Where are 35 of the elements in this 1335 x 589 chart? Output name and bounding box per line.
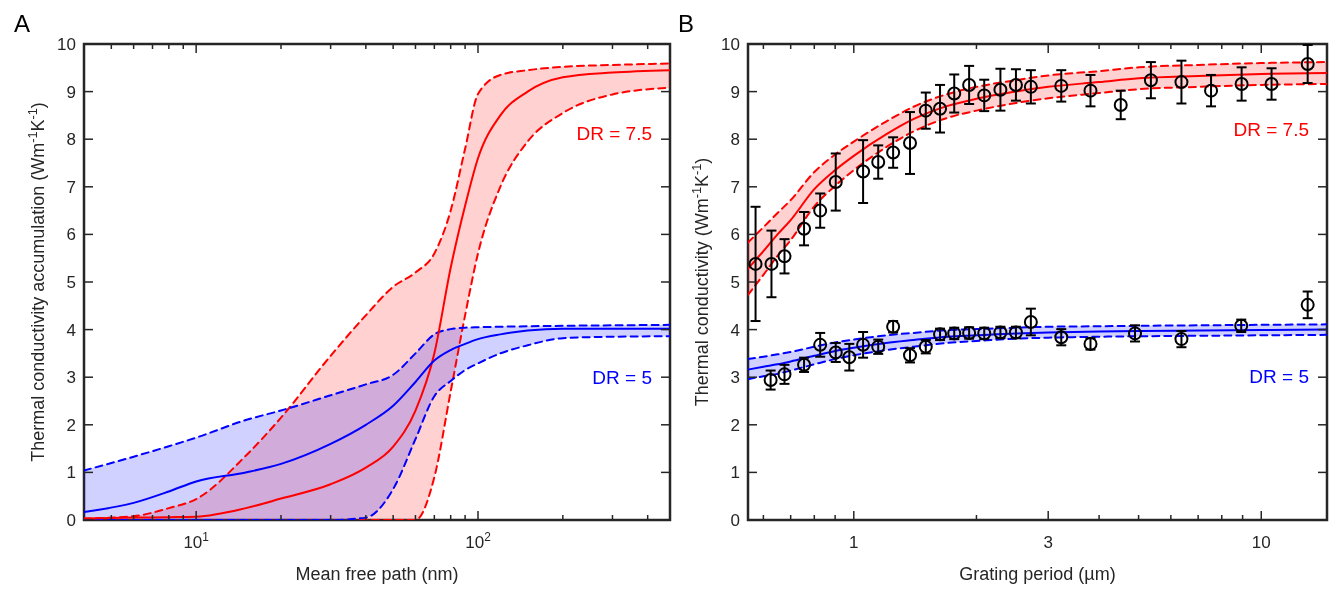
y-tick-label: 6 <box>66 225 76 245</box>
x-tick-label: 3 <box>1043 533 1053 552</box>
text: DR = 7.5 <box>576 122 652 144</box>
y-tick-label: 9 <box>730 82 740 102</box>
y-tick-label: 3 <box>66 368 76 388</box>
text: DR = 5 <box>592 367 652 389</box>
y-tick-label: 4 <box>730 320 740 340</box>
y-tick-label: 0 <box>730 511 740 530</box>
x-axis-title: Grating period (µm) <box>959 564 1116 584</box>
y-tick-label: 2 <box>730 415 740 435</box>
y-tick-label: 5 <box>730 273 740 292</box>
y-tick-label: 2 <box>66 415 76 435</box>
y-tick-label: 7 <box>66 177 76 197</box>
x-tick-label: 10 <box>1251 533 1271 552</box>
y-tick-label: 8 <box>730 130 740 150</box>
x-tick-label: 10$^{2}$ <box>465 530 492 552</box>
y-tick-label: 5 <box>66 273 76 292</box>
chart-title: A <box>14 10 31 37</box>
y-tick-label: 1 <box>730 463 740 483</box>
x-tick-label: 10$^{1}$ <box>183 530 210 552</box>
y-tick-label: 1 <box>66 463 76 483</box>
text: DR = 7.5 <box>1233 118 1309 140</box>
y-tick-label: 8 <box>66 130 76 150</box>
x-axis-title: Mean free path (nm) <box>295 564 459 584</box>
y-tick-label: 6 <box>730 225 740 245</box>
y-tick-label: 0 <box>66 511 76 530</box>
y-tick-label: 10 <box>57 35 76 54</box>
series-label: DR = 5 <box>1249 365 1309 387</box>
y-tick-label: 9 <box>66 82 76 102</box>
x-tick-label: 1 <box>849 533 859 552</box>
y-tick-label: 10 <box>721 35 740 54</box>
y-tick-label: 4 <box>66 320 76 340</box>
y-tick-label: 7 <box>730 177 740 197</box>
y-tick-label: 3 <box>730 368 740 388</box>
chart-title: B <box>678 10 695 37</box>
